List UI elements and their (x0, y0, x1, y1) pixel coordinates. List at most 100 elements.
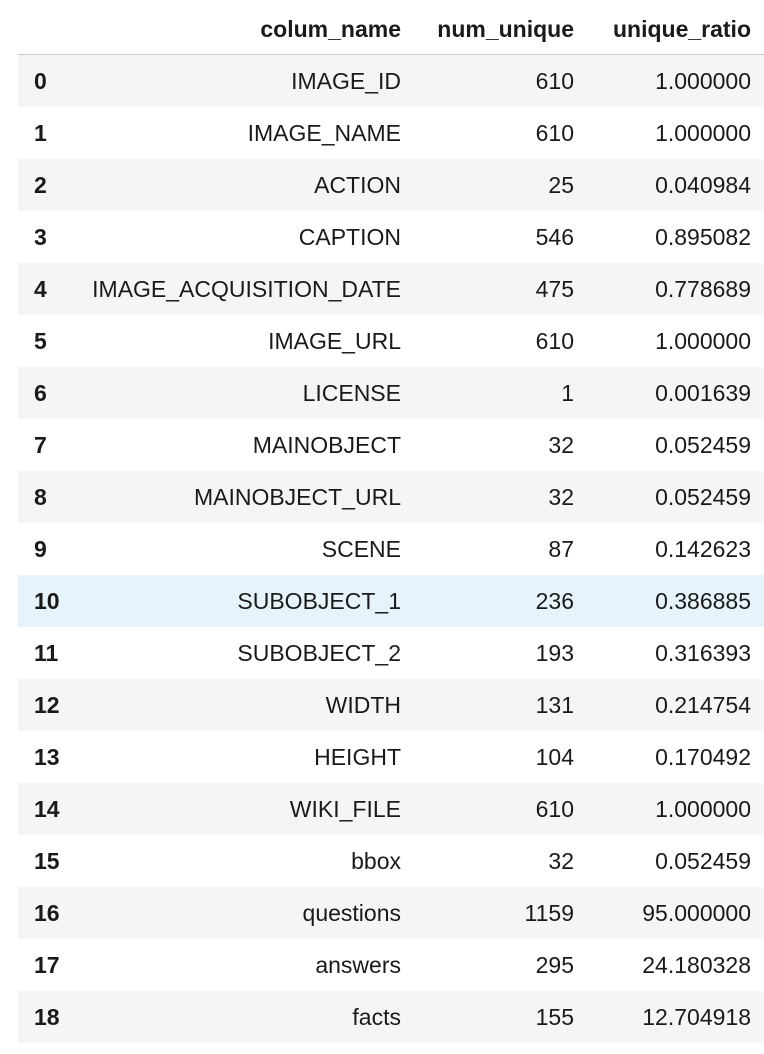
row-index: 3 (34, 223, 47, 250)
table-row: 6 LICENSE 1 0.001639 (18, 367, 764, 419)
table-row: 2 ACTION 25 0.040984 (18, 159, 764, 211)
row-index: 16 (34, 899, 60, 926)
column-header-unique-ratio: unique_ratio (587, 4, 764, 55)
cell-unique-ratio: 0.214754 (655, 691, 751, 718)
cell-unique-ratio: 0.778689 (655, 275, 751, 302)
table-row: 1 IMAGE_NAME 610 1.000000 (18, 107, 764, 159)
cell-num-unique: 546 (535, 223, 574, 250)
table-row: 18 facts 155 12.704918 (18, 991, 764, 1043)
cell-colum-name: answers (315, 951, 401, 978)
dataframe-table: colum_name num_unique unique_ratio 0 IMAG… (18, 4, 764, 1043)
cell-colum-name: MAINOBJECT (252, 431, 401, 458)
row-index: 4 (34, 275, 47, 302)
cell-num-unique: 104 (535, 743, 574, 770)
cell-colum-name: ACTION (314, 171, 401, 198)
cell-num-unique: 131 (535, 691, 574, 718)
cell-unique-ratio: 95.000000 (642, 899, 751, 926)
cell-num-unique: 32 (548, 847, 574, 874)
cell-unique-ratio: 1.000000 (655, 67, 751, 94)
table-header: colum_name num_unique unique_ratio (18, 4, 764, 55)
cell-colum-name: WIDTH (325, 691, 401, 718)
cell-colum-name: SCENE (321, 535, 401, 562)
header-row: colum_name num_unique unique_ratio (18, 4, 764, 55)
row-index: 18 (34, 1003, 60, 1030)
row-index: 13 (34, 743, 60, 770)
cell-unique-ratio: 0.142623 (655, 535, 751, 562)
cell-num-unique: 32 (548, 483, 574, 510)
table-row: 10 SUBOBJECT_1 236 0.386885 (18, 575, 764, 627)
cell-unique-ratio: 0.040984 (655, 171, 751, 198)
cell-unique-ratio: 0.386885 (655, 587, 751, 614)
cell-num-unique: 236 (535, 587, 574, 614)
row-index: 14 (34, 795, 60, 822)
cell-unique-ratio: 1.000000 (655, 795, 751, 822)
cell-colum-name: MAINOBJECT_URL (193, 483, 401, 510)
table-row: 9 SCENE 87 0.142623 (18, 523, 764, 575)
table-row: 17 answers 295 24.180328 (18, 939, 764, 991)
row-index: 6 (34, 379, 47, 406)
cell-colum-name: facts (352, 1003, 401, 1030)
row-index: 0 (34, 67, 47, 94)
table-row: 0 IMAGE_ID 610 1.000000 (18, 54, 764, 107)
table-row: 16 questions 1159 95.000000 (18, 887, 764, 939)
table-row: 13 HEIGHT 104 0.170492 (18, 731, 764, 783)
cell-unique-ratio: 1.000000 (655, 327, 751, 354)
cell-unique-ratio: 12.704918 (642, 1003, 751, 1030)
table-row: 12 WIDTH 131 0.214754 (18, 679, 764, 731)
column-header-colum-name: colum_name (74, 4, 414, 55)
row-index: 12 (34, 691, 60, 718)
row-index: 2 (34, 171, 47, 198)
dataframe-output: colum_name num_unique unique_ratio 0 IMAG… (18, 4, 764, 1043)
table-row: 3 CAPTION 546 0.895082 (18, 211, 764, 263)
table-row: 15 bbox 32 0.052459 (18, 835, 764, 887)
table-row: 4 IMAGE_ACQUISITION_DATE 475 0.778689 (18, 263, 764, 315)
column-header-num-unique: num_unique (414, 4, 587, 55)
cell-unique-ratio: 0.170492 (655, 743, 751, 770)
table-row: 11 SUBOBJECT_2 193 0.316393 (18, 627, 764, 679)
cell-num-unique: 1159 (524, 899, 574, 926)
row-index: 17 (34, 951, 60, 978)
cell-colum-name: bbox (351, 847, 401, 874)
cell-colum-name: SUBOBJECT_1 (237, 587, 401, 614)
cell-colum-name: IMAGE_ID (291, 67, 401, 94)
row-index: 15 (34, 847, 60, 874)
cell-num-unique: 610 (535, 795, 574, 822)
index-header (18, 4, 74, 55)
cell-num-unique: 610 (535, 67, 574, 94)
cell-num-unique: 87 (548, 535, 574, 562)
cell-num-unique: 25 (548, 171, 574, 198)
table-row: 8 MAINOBJECT_URL 32 0.052459 (18, 471, 764, 523)
cell-colum-name: HEIGHT (314, 743, 401, 770)
cell-colum-name: CAPTION (298, 223, 401, 250)
row-index: 5 (34, 327, 47, 354)
cell-unique-ratio: 0.052459 (655, 431, 751, 458)
row-index: 7 (34, 431, 47, 458)
cell-num-unique: 193 (535, 639, 574, 666)
cell-num-unique: 610 (535, 327, 574, 354)
cell-num-unique: 475 (535, 275, 574, 302)
cell-colum-name: SUBOBJECT_2 (237, 639, 401, 666)
cell-unique-ratio: 0.001639 (655, 379, 751, 406)
cell-colum-name: IMAGE_NAME (247, 119, 401, 146)
row-index: 9 (34, 535, 47, 562)
cell-unique-ratio: 0.895082 (655, 223, 751, 250)
row-index: 11 (34, 639, 59, 666)
cell-num-unique: 610 (535, 119, 574, 146)
cell-colum-name: LICENSE (302, 379, 401, 406)
cell-num-unique: 1 (561, 379, 574, 406)
row-index: 1 (34, 119, 47, 146)
cell-unique-ratio: 24.180328 (642, 951, 751, 978)
row-index: 10 (34, 587, 60, 614)
cell-num-unique: 155 (535, 1003, 574, 1030)
cell-colum-name: WIKI_FILE (289, 795, 401, 822)
cell-unique-ratio: 1.000000 (655, 119, 751, 146)
table-body: 0 IMAGE_ID 610 1.000000 1 IMAGE_NAME 610 1.0000… (18, 54, 764, 1043)
row-index: 8 (34, 483, 47, 510)
cell-num-unique: 295 (535, 951, 574, 978)
table-row: 7 MAINOBJECT 32 0.052459 (18, 419, 764, 471)
cell-unique-ratio: 0.316393 (655, 639, 751, 666)
cell-colum-name: IMAGE_URL (268, 327, 401, 354)
cell-unique-ratio: 0.052459 (655, 483, 751, 510)
cell-colum-name: IMAGE_ACQUISITION_DATE (92, 275, 401, 302)
table-row: 5 IMAGE_URL 610 1.000000 (18, 315, 764, 367)
